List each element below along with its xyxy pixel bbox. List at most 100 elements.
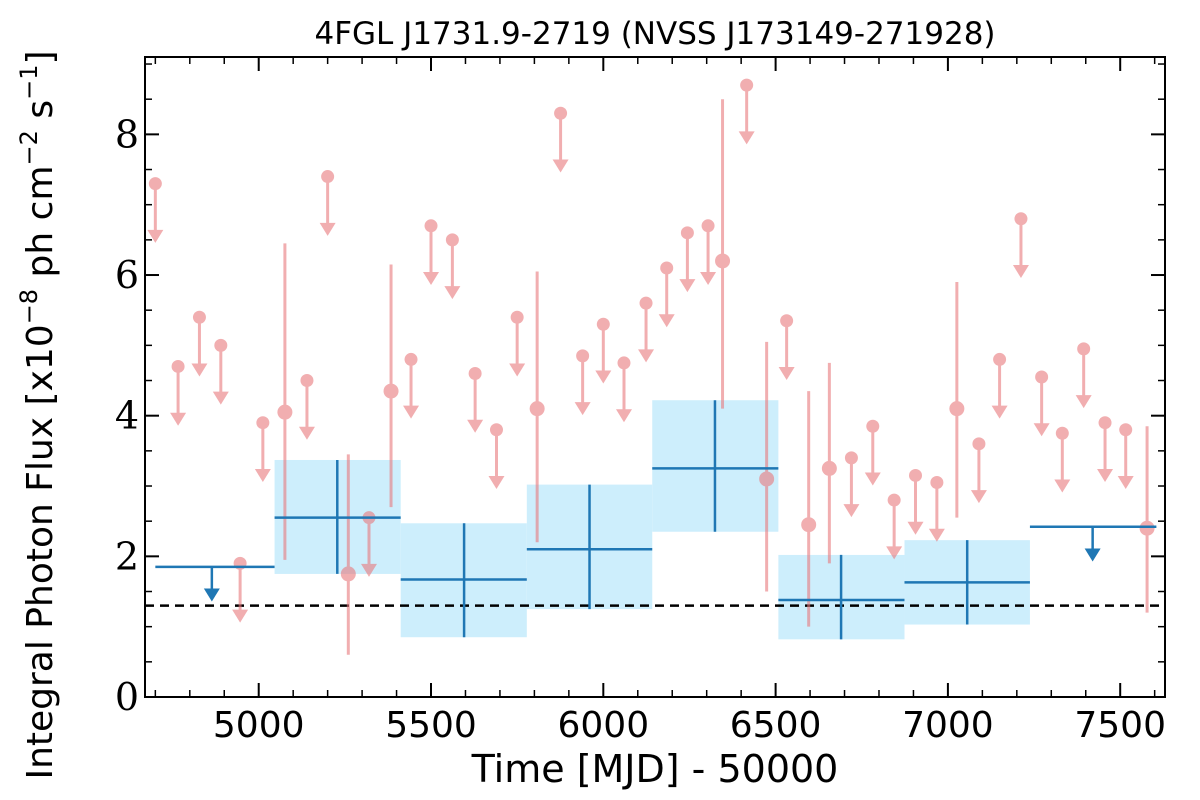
monthly-upper-limit-head (864, 472, 881, 486)
monthly-upper-limit-head (574, 402, 591, 416)
monthly-upper-limit (679, 226, 696, 293)
monthly-detection (1139, 426, 1155, 613)
x-axis-label: Time [MJD] - 50000 (471, 747, 839, 791)
monthly-upper-limit (191, 310, 208, 377)
y-axis-label: Integral Photon Flux [x10−8 ph cm−2 s−1] (15, 50, 61, 779)
monthly-upper-limit-head (212, 391, 229, 405)
monthly-upper-limit-point (1077, 342, 1091, 356)
monthly-upper-limit (254, 416, 271, 482)
monthly-upper-limit-head (738, 131, 755, 145)
monthly-upper-limit-point (930, 475, 944, 489)
monthly-upper-limit-head (595, 370, 612, 384)
monthly-upper-limit-point (639, 296, 653, 310)
monthly-upper-limit-head (488, 476, 505, 490)
monthly-upper-limit-point (1035, 370, 1049, 384)
monthly-upper-limit-point (489, 423, 503, 437)
monthly-detection (949, 282, 965, 518)
monthly-upper-limit-point (424, 219, 438, 233)
y-axis-label-part: s (20, 100, 61, 130)
yearly-detection (652, 400, 779, 532)
y-axis-label-exponent: −8 (15, 289, 43, 324)
monthly-detection (383, 264, 399, 508)
monthly-upper-limit (886, 493, 903, 560)
monthly-upper-limit-point (214, 338, 228, 352)
x-tick-label: 5500 (385, 705, 477, 746)
monthly-upper-limit-point (1119, 423, 1133, 437)
monthly-upper-limit-point (617, 356, 631, 370)
monthly-upper-limit-point (680, 226, 694, 240)
monthly-upper-limit (864, 419, 881, 486)
monthly-detection-point (715, 253, 731, 269)
monthly-upper-limit-head (638, 349, 655, 363)
yearly-detection (904, 540, 1030, 625)
data-marks-layer (147, 78, 1157, 655)
monthly-upper-limit (147, 177, 164, 243)
yearly-detection (778, 554, 905, 640)
y-axis-label-exponent: −1 (15, 65, 43, 100)
monthly-detection-point (340, 566, 356, 582)
y-axis-label-part: Integral Photon Flux [x10 (20, 324, 61, 779)
monthly-upper-limit (1054, 426, 1071, 493)
monthly-upper-limit (991, 352, 1008, 419)
monthly-upper-limit-point (660, 261, 674, 275)
yearly-upper-limit-head (203, 588, 220, 602)
monthly-upper-limit-point (780, 314, 794, 328)
y-axis-label-part: ] (20, 50, 61, 64)
monthly-upper-limit (360, 511, 377, 577)
monthly-upper-limit-head (907, 521, 924, 535)
monthly-detection (277, 243, 293, 560)
monthly-upper-limit (1097, 416, 1114, 482)
yearly-detection (526, 484, 653, 610)
monthly-upper-limit (907, 468, 924, 535)
monthly-upper-limit-point (1098, 416, 1112, 430)
monthly-upper-limit-point (993, 352, 1007, 366)
monthly-upper-limit-head (1117, 476, 1134, 490)
monthly-upper-limit-head (423, 272, 440, 286)
monthly-upper-limit-head (170, 412, 187, 426)
monthly-upper-limit-head (970, 490, 987, 504)
monthly-upper-limit-head (1075, 395, 1092, 409)
yearly-detection (400, 523, 527, 638)
monthly-upper-limit-head (778, 367, 795, 380)
monthly-upper-limit-head (928, 528, 945, 542)
monthly-upper-limit (843, 451, 860, 518)
monthly-detection-point (277, 404, 293, 420)
monthly-upper-limit (1012, 212, 1029, 279)
monthly-upper-limit-point (972, 437, 986, 451)
x-tick-label: 6000 (557, 705, 649, 746)
monthly-upper-limit (423, 219, 440, 286)
monthly-upper-limit-head (679, 279, 696, 293)
monthly-detection (821, 362, 837, 564)
monthly-upper-limit-point (148, 177, 162, 191)
monthly-upper-limit-point (404, 352, 418, 366)
monthly-upper-limit (970, 437, 987, 504)
monthly-upper-limit-head (191, 363, 208, 377)
monthly-upper-limit-point (596, 317, 610, 331)
monthly-detection-point (801, 517, 817, 533)
monthly-upper-limit-head (1054, 479, 1071, 493)
monthly-upper-limit-head (658, 314, 675, 328)
monthly-upper-limit-point (445, 233, 459, 247)
monthly-detection (715, 99, 731, 409)
monthly-upper-limit (212, 338, 229, 405)
plot-frame (144, 56, 1166, 698)
monthly-upper-limit-head (1033, 423, 1050, 437)
monthly-upper-limit-head (319, 222, 336, 236)
monthly-upper-limit-head (298, 426, 315, 440)
monthly-upper-limit-point (256, 416, 270, 430)
x-tick-label: 6500 (730, 705, 822, 746)
monthly-upper-limit-point (321, 170, 335, 184)
y-tick-label: 6 (115, 253, 139, 297)
monthly-upper-limit (1033, 370, 1050, 437)
monthly-upper-limit-head (552, 159, 569, 173)
x-tick-label: 7500 (1074, 705, 1166, 746)
monthly-upper-limit-point (192, 310, 206, 324)
y-tick-label: 8 (115, 112, 139, 156)
y-tick-label: 2 (115, 534, 139, 578)
x-tick-label: 5000 (213, 705, 305, 746)
monthly-upper-limit-head (1097, 468, 1114, 482)
monthly-upper-limit-head (843, 504, 860, 518)
monthly-upper-limit-point (887, 493, 901, 507)
monthly-upper-limit-point (866, 419, 880, 433)
monthly-upper-limit-point (909, 468, 923, 482)
